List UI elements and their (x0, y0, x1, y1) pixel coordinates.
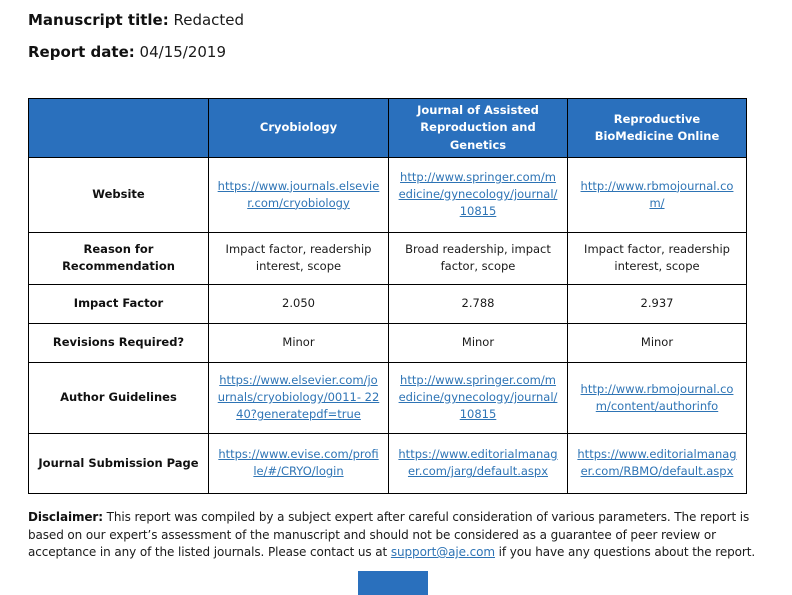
manuscript-title-line: Manuscript title: Redacted (28, 11, 244, 29)
disclaimer-label: Disclaimer: (28, 510, 103, 524)
submission-link-cryobiology[interactable]: https://www.evise.com/profile/#/CRYO/log… (218, 447, 379, 479)
table-header-row: Cryobiology Journal of Assisted Reproduc… (28, 98, 747, 158)
report-date-label: Report date: (28, 43, 135, 61)
report-date-value: 04/15/2019 (139, 43, 227, 61)
table-row-reason: Reason for Recommendation Impact factor,… (28, 231, 747, 285)
cell-guidelines-jarg: http://www.springer.com/medicine/gynecol… (388, 361, 568, 434)
disclaimer-text-before: This report was compiled by a subject ex… (28, 510, 750, 559)
row-label-submission-page: Journal Submission Page (28, 432, 209, 494)
cell-revisions-jarg: Minor (388, 322, 568, 363)
cell-revisions-cryobiology: Minor (208, 322, 389, 363)
row-label-impact-factor: Impact Factor (28, 283, 209, 324)
header-journal-jarg: Journal of Assisted Reproduction and Gen… (388, 98, 568, 158)
row-label-website: Website (28, 156, 209, 233)
cell-website-jarg: http://www.springer.com/medicine/gynecol… (388, 156, 568, 233)
report-date-line: Report date: 04/15/2019 (28, 43, 226, 61)
cell-guidelines-cryobiology: https://www.elsevier.com/journals/cryobi… (208, 361, 389, 434)
cell-reason-cryobiology: Impact factor, readership interest, scop… (208, 231, 389, 285)
header-journal-cryobiology: Cryobiology (208, 98, 389, 158)
submission-link-rbmo[interactable]: https://www.editorialmanager.com/RBMO/de… (577, 447, 737, 479)
website-link-rbmo[interactable]: http://www.rbmojournal.com/ (580, 178, 734, 210)
table-row-website: Website https://www.journals.elsevier.co… (28, 156, 747, 233)
cell-reason-rbmo: Impact factor, readership interest, scop… (567, 231, 747, 285)
row-label-revisions: Revisions Required? (28, 322, 209, 363)
disclaimer-paragraph: Disclaimer: This report was compiled by … (28, 509, 770, 562)
website-link-jarg[interactable]: http://www.springer.com/medicine/gynecol… (398, 169, 558, 219)
guidelines-link-rbmo[interactable]: http://www.rbmojournal.com/content/autho… (580, 381, 734, 413)
header-empty-cell (28, 98, 209, 158)
guidelines-link-jarg[interactable]: http://www.springer.com/medicine/gynecol… (398, 372, 558, 422)
submission-link-jarg[interactable]: https://www.editorialmanager.com/jarg/de… (398, 447, 558, 479)
cell-impact-cryobiology: 2.050 (208, 283, 389, 324)
cell-submission-cryobiology: https://www.evise.com/profile/#/CRYO/log… (208, 432, 389, 494)
manuscript-title-value: Redacted (173, 11, 245, 29)
manuscript-title-label: Manuscript title: (28, 11, 169, 29)
journal-comparison-table: Cryobiology Journal of Assisted Reproduc… (28, 98, 747, 494)
website-link-cryobiology[interactable]: https://www.journals.elsevier.com/cryobi… (217, 178, 380, 210)
table-row-revisions: Revisions Required? Minor Minor Minor (28, 322, 747, 363)
cell-revisions-rbmo: Minor (567, 322, 747, 363)
table-row-impact-factor: Impact Factor 2.050 2.788 2.937 (28, 283, 747, 324)
cell-submission-rbmo: https://www.editorialmanager.com/RBMO/de… (567, 432, 747, 494)
row-label-reason: Reason for Recommendation (28, 231, 209, 285)
cell-reason-jarg: Broad readership, impact factor, scope (388, 231, 568, 285)
table-row-author-guidelines: Author Guidelines https://www.elsevier.c… (28, 361, 747, 434)
disclaimer-text-after: if you have any questions about the repo… (494, 545, 756, 559)
row-label-author-guidelines: Author Guidelines (28, 361, 209, 434)
cell-website-cryobiology: https://www.journals.elsevier.com/cryobi… (208, 156, 389, 233)
support-email-link[interactable]: support@aje.com (390, 545, 495, 559)
cell-impact-jarg: 2.788 (388, 283, 568, 324)
cell-guidelines-rbmo: http://www.rbmojournal.com/content/autho… (567, 361, 747, 434)
guidelines-link-cryobiology[interactable]: https://www.elsevier.com/journals/cryobi… (217, 372, 380, 422)
header-journal-rbmo: Reproductive BioMedicine Online (567, 98, 747, 158)
cell-impact-rbmo: 2.937 (567, 283, 747, 324)
table-row-submission-page: Journal Submission Page https://www.evis… (28, 432, 747, 494)
cell-submission-jarg: https://www.editorialmanager.com/jarg/de… (388, 432, 568, 494)
aje-logo-partial (358, 571, 428, 595)
cell-website-rbmo: http://www.rbmojournal.com/ (567, 156, 747, 233)
